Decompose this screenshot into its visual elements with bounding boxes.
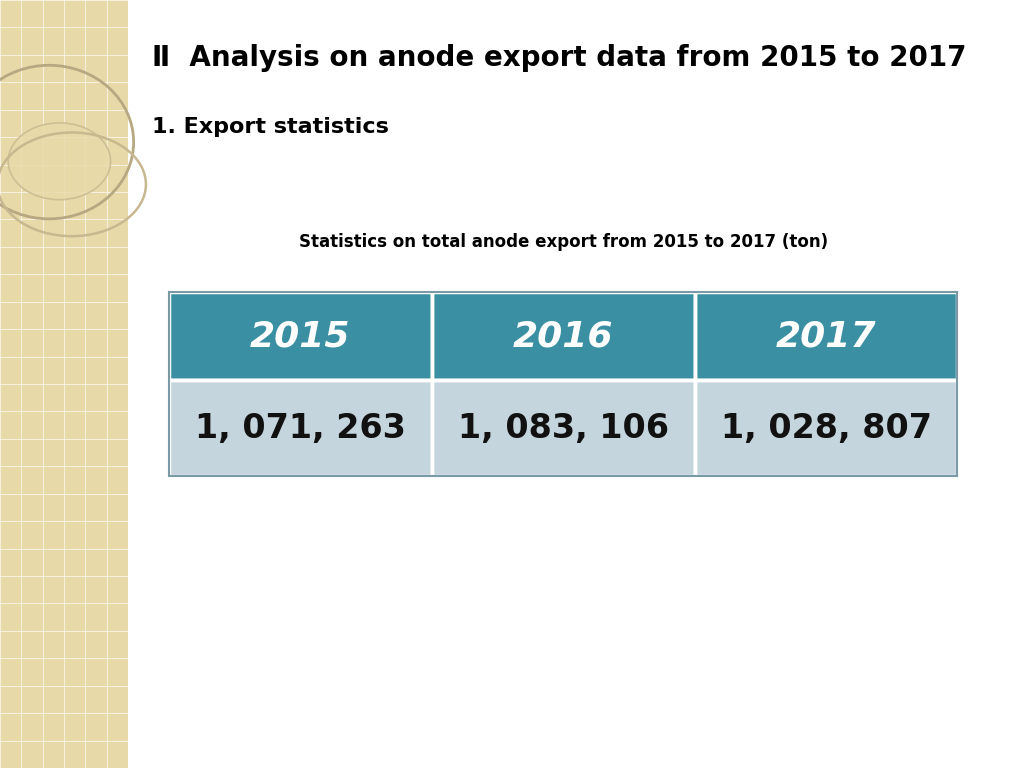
Text: 1, 071, 263: 1, 071, 263 bbox=[195, 412, 406, 445]
Bar bbox=[694, 380, 957, 476]
Text: 2016: 2016 bbox=[513, 319, 613, 353]
Text: 2017: 2017 bbox=[776, 319, 877, 353]
Text: Ⅱ  Analysis on anode export data from 2015 to 2017: Ⅱ Analysis on anode export data from 201… bbox=[152, 44, 966, 71]
Bar bbox=[169, 292, 432, 380]
Bar bbox=[432, 380, 694, 476]
Text: 2015: 2015 bbox=[250, 319, 350, 353]
Bar bbox=[0, 0, 128, 768]
Text: Statistics on total anode export from 2015 to 2017 (ton): Statistics on total anode export from 20… bbox=[299, 233, 827, 251]
Bar bbox=[694, 292, 957, 380]
Text: 1. Export statistics: 1. Export statistics bbox=[152, 117, 388, 137]
Text: 1, 028, 807: 1, 028, 807 bbox=[721, 412, 932, 445]
Bar bbox=[169, 380, 432, 476]
Ellipse shape bbox=[8, 123, 111, 200]
Bar bbox=[169, 292, 957, 476]
Bar bbox=[432, 292, 694, 380]
Text: 1, 083, 106: 1, 083, 106 bbox=[458, 412, 669, 445]
